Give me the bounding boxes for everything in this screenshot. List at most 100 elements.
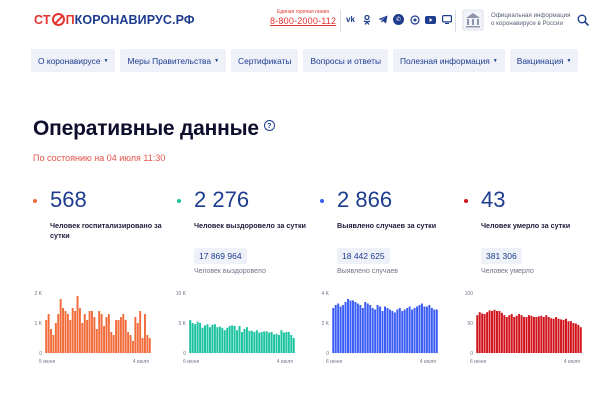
- chart-bar[interactable]: [545, 315, 548, 353]
- chart-bar[interactable]: [54, 323, 57, 353]
- chart-bar[interactable]: [332, 308, 335, 353]
- chart-bar[interactable]: [384, 306, 386, 354]
- chart-bar[interactable]: [428, 305, 431, 353]
- chart-bar[interactable]: [103, 326, 105, 353]
- chart-bar[interactable]: [579, 327, 582, 353]
- chart-bar[interactable]: [552, 318, 555, 353]
- chart-bar[interactable]: [425, 306, 428, 354]
- chart-bar[interactable]: [71, 308, 74, 353]
- chart-bar[interactable]: [105, 317, 108, 353]
- telegram-icon[interactable]: [377, 14, 388, 25]
- chart-bar[interactable]: [213, 324, 216, 353]
- chart-bar[interactable]: [196, 321, 199, 353]
- chart-bar[interactable]: [364, 302, 367, 353]
- chart-bar[interactable]: [413, 308, 416, 353]
- chart-bar[interactable]: [491, 311, 494, 353]
- chart-bar[interactable]: [483, 314, 486, 353]
- chart-bar[interactable]: [243, 329, 246, 353]
- chart-bar[interactable]: [354, 302, 357, 353]
- chart-bar[interactable]: [245, 327, 248, 353]
- chart-bar[interactable]: [359, 305, 362, 353]
- chart-bar[interactable]: [411, 309, 414, 354]
- chart-bar[interactable]: [52, 335, 55, 353]
- chart-bar[interactable]: [270, 332, 273, 353]
- chart-bar[interactable]: [520, 315, 523, 353]
- chart-bar[interactable]: [334, 305, 337, 353]
- chart-bar[interactable]: [503, 315, 506, 353]
- chart-bar[interactable]: [206, 324, 209, 353]
- chart-bar[interactable]: [478, 312, 481, 353]
- chart-bar[interactable]: [547, 317, 550, 353]
- chart-bar[interactable]: [498, 311, 501, 353]
- chart-bar[interactable]: [342, 305, 345, 353]
- chart-bar[interactable]: [416, 306, 419, 354]
- chart-bar[interactable]: [391, 311, 394, 353]
- chart-bar[interactable]: [277, 335, 280, 353]
- chart-bar[interactable]: [366, 303, 369, 354]
- chart-bar[interactable]: [95, 329, 98, 353]
- chart-bar[interactable]: [223, 330, 226, 353]
- chart-bar[interactable]: [189, 320, 192, 353]
- chart-bar[interactable]: [420, 303, 423, 354]
- chart-bar[interactable]: [211, 324, 214, 353]
- help-icon[interactable]: ?: [263, 120, 275, 131]
- chart-bar[interactable]: [508, 315, 511, 353]
- chart-bar[interactable]: [381, 311, 384, 353]
- chart-bar[interactable]: [356, 303, 359, 354]
- chart-bar[interactable]: [518, 314, 521, 353]
- chart-bar[interactable]: [562, 320, 565, 353]
- chart-bar[interactable]: [148, 338, 151, 353]
- chart-bar[interactable]: [91, 311, 93, 353]
- chart-bar[interactable]: [280, 330, 283, 353]
- chart-bar[interactable]: [433, 309, 436, 354]
- chart-bar[interactable]: [107, 314, 110, 353]
- search-icon[interactable]: [577, 14, 589, 26]
- chart-bar[interactable]: [208, 327, 211, 353]
- chart-bar[interactable]: [218, 326, 221, 353]
- chart-bar[interactable]: [574, 323, 577, 353]
- chart-bar[interactable]: [401, 311, 404, 353]
- chart-bar[interactable]: [376, 305, 379, 353]
- chart-bar[interactable]: [423, 306, 426, 354]
- chart-bar[interactable]: [66, 314, 69, 353]
- chart-bar[interactable]: [268, 332, 271, 353]
- chart-bar[interactable]: [59, 299, 62, 353]
- chart-bar[interactable]: [119, 317, 122, 353]
- hotline-number[interactable]: 8-800-2000-112: [270, 16, 337, 26]
- chart-bar[interactable]: [396, 309, 399, 354]
- chart-bar[interactable]: [408, 306, 411, 354]
- chart-bar[interactable]: [349, 300, 352, 354]
- chart-bar[interactable]: [57, 314, 60, 353]
- chart-bar[interactable]: [287, 332, 290, 353]
- chart-bar[interactable]: [255, 330, 258, 353]
- chart-bar[interactable]: [476, 315, 479, 353]
- nav-about-coronavirus[interactable]: О коронавирусе ▼: [31, 49, 116, 72]
- chart-bar[interactable]: [435, 309, 438, 354]
- chart-bar[interactable]: [398, 308, 401, 353]
- chart-bar[interactable]: [134, 317, 137, 353]
- hotline[interactable]: Единая горячая линия 8-800-2000-112: [270, 9, 336, 26]
- chart-bar[interactable]: [515, 315, 518, 353]
- nav-certificates[interactable]: Сертификаты: [231, 49, 299, 72]
- chart-bar[interactable]: [344, 302, 347, 353]
- chart-bar[interactable]: [194, 324, 197, 353]
- chart-bar[interactable]: [290, 335, 293, 353]
- chart-bar[interactable]: [495, 311, 498, 353]
- chart-bar[interactable]: [122, 314, 125, 353]
- tv-icon[interactable]: [441, 14, 452, 25]
- chart-bar[interactable]: [86, 320, 89, 353]
- chart-bar[interactable]: [110, 332, 113, 353]
- nav-government-measures[interactable]: Меры Правительства ▼: [120, 49, 227, 72]
- chart-bar[interactable]: [430, 308, 433, 353]
- chart-bar[interactable]: [241, 332, 243, 353]
- chart-bar[interactable]: [374, 309, 377, 354]
- chart-bar[interactable]: [47, 314, 50, 353]
- chart-bar[interactable]: [129, 335, 132, 353]
- vk-icon[interactable]: vk: [346, 15, 355, 24]
- chart-bar[interactable]: [560, 319, 563, 353]
- chart-bar[interactable]: [221, 327, 224, 353]
- chart-bar[interactable]: [191, 323, 194, 353]
- chart-bar[interactable]: [500, 312, 503, 353]
- chart-bar[interactable]: [117, 320, 120, 353]
- chart-bar[interactable]: [510, 314, 513, 353]
